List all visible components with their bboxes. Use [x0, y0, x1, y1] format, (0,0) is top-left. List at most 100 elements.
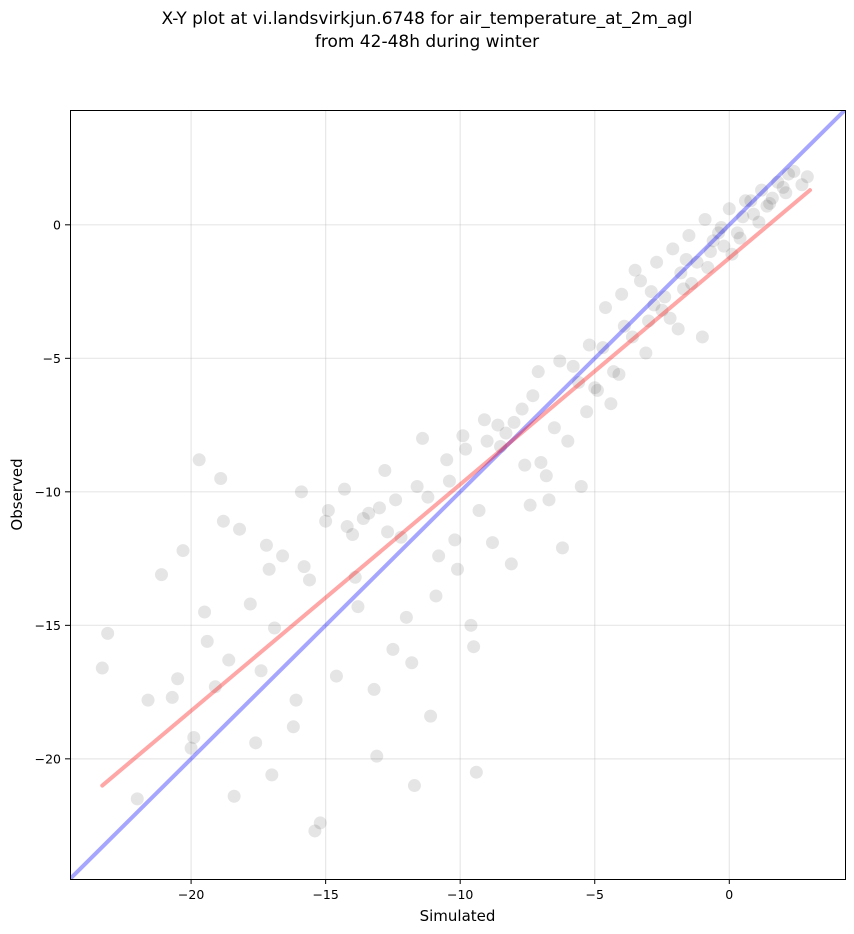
- data-point: [421, 490, 435, 504]
- chart-title-line-2: from 42-48h during winter: [314, 32, 540, 52]
- data-point: [765, 191, 779, 205]
- data-point: [302, 573, 316, 587]
- data-point: [259, 538, 273, 552]
- x-axis-ticks: −20 −15 −10 −5 0: [178, 879, 733, 902]
- y-tick-label: −10: [35, 484, 61, 499]
- data-point: [356, 512, 370, 526]
- data-point: [504, 557, 518, 571]
- data-point: [101, 626, 115, 640]
- data-point: [650, 255, 664, 269]
- data-point: [469, 765, 483, 779]
- data-point: [154, 568, 168, 582]
- data-point: [176, 544, 190, 558]
- y-tick-label: −5: [43, 351, 61, 366]
- data-point: [95, 661, 109, 675]
- data-point: [555, 541, 569, 555]
- data-point: [671, 322, 685, 336]
- data-point: [442, 474, 456, 488]
- data-point: [141, 693, 155, 707]
- data-point: [351, 600, 365, 614]
- data-point: [515, 402, 529, 416]
- data-point: [440, 453, 454, 467]
- data-point: [297, 560, 311, 574]
- data-point: [526, 389, 540, 403]
- y-tick-label: −20: [35, 751, 61, 766]
- data-point: [378, 463, 392, 477]
- data-point: [184, 741, 198, 755]
- data-point: [286, 720, 300, 734]
- data-point: [523, 498, 537, 512]
- data-point: [456, 429, 470, 443]
- data-point: [760, 199, 774, 213]
- data-point: [313, 816, 327, 830]
- x-tick-label: 0: [725, 887, 733, 902]
- data-point: [518, 458, 532, 472]
- data-point: [432, 549, 446, 563]
- data-point: [198, 605, 212, 619]
- data-point: [738, 194, 752, 208]
- data-point: [477, 413, 491, 427]
- data-point: [192, 453, 206, 467]
- data-point: [644, 285, 658, 299]
- data-point: [370, 749, 384, 763]
- data-point: [399, 610, 413, 624]
- regression-line: [100, 188, 813, 788]
- data-point: [639, 346, 653, 360]
- data-point: [755, 183, 769, 197]
- data-point: [628, 263, 642, 277]
- data-point: [781, 167, 795, 181]
- data-point: [714, 220, 728, 234]
- data-point: [582, 338, 596, 352]
- x-tick-label: −15: [312, 887, 338, 902]
- data-point: [717, 239, 731, 253]
- data-point: [208, 680, 222, 694]
- data-point: [249, 736, 263, 750]
- data-point: [574, 479, 588, 493]
- data-point: [381, 525, 395, 539]
- data-point: [268, 621, 282, 635]
- grid-lines: [70, 110, 845, 879]
- data-point: [553, 354, 567, 368]
- data-point: [677, 282, 691, 296]
- data-point: [787, 164, 801, 178]
- data-point: [795, 178, 809, 192]
- data-point: [642, 314, 656, 328]
- data-point: [747, 207, 761, 221]
- data-point: [276, 549, 290, 563]
- data-point: [736, 210, 750, 224]
- x-tick-label: −20: [178, 887, 204, 902]
- data-point: [459, 442, 473, 456]
- data-point: [580, 405, 594, 419]
- data-point: [800, 170, 814, 184]
- identity-line: [70, 110, 845, 879]
- data-point: [776, 180, 790, 194]
- data-point: [542, 493, 556, 507]
- data-point: [612, 367, 626, 381]
- data-point: [491, 418, 505, 432]
- data-point: [262, 562, 276, 576]
- data-point: [712, 226, 726, 240]
- data-point: [633, 274, 647, 288]
- data-point: [448, 533, 462, 547]
- data-point: [407, 779, 421, 793]
- data-point: [451, 562, 464, 576]
- data-point: [416, 431, 430, 445]
- data-point: [329, 669, 343, 683]
- data-point: [200, 634, 214, 648]
- data-point: [394, 530, 408, 544]
- data-point: [308, 824, 322, 838]
- data-point: [494, 439, 508, 453]
- data-point: [771, 175, 785, 189]
- data-point: [531, 365, 545, 379]
- data-point: [346, 528, 360, 542]
- data-point: [214, 471, 228, 485]
- y-tick-label: −15: [35, 618, 61, 633]
- data-point: [703, 245, 717, 259]
- reference-lines: [70, 110, 845, 879]
- data-point: [658, 290, 672, 304]
- data-point: [294, 485, 308, 499]
- data-point: [389, 493, 403, 507]
- data-point: [596, 341, 610, 355]
- data-point: [265, 768, 279, 782]
